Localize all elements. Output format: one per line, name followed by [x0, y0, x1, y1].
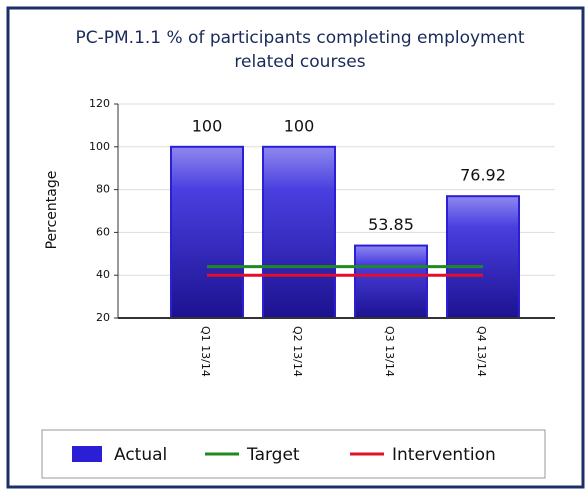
- x-tick-label: Q3 13/14: [383, 326, 396, 377]
- y-tick-label: 100: [89, 140, 110, 153]
- y-axis-label: Percentage: [44, 171, 60, 250]
- chart-title: PC-PM.1.1 % of participants completing e…: [75, 28, 524, 48]
- bar: [354, 244, 428, 320]
- y-tick-label: 40: [96, 268, 110, 281]
- x-tick-label: Q4 13/14: [475, 326, 488, 377]
- legend-label: Target: [246, 445, 300, 465]
- legend-swatch: [72, 446, 102, 462]
- x-tick-label: Q2 13/14: [291, 326, 304, 377]
- chart-title: related courses: [234, 52, 365, 72]
- x-tick-label: Q1 13/14: [199, 326, 212, 377]
- data-label: 76.92: [460, 166, 506, 185]
- bar: [446, 195, 520, 319]
- data-label: 100: [192, 116, 223, 135]
- y-tick-label: 20: [96, 311, 110, 324]
- legend-label: Intervention: [392, 445, 496, 465]
- frame: [6, 6, 585, 489]
- legend: [41, 429, 546, 479]
- y-tick-label: 60: [96, 225, 110, 238]
- legend-label: Actual: [114, 445, 167, 465]
- y-tick-label: 80: [96, 183, 110, 196]
- bar: [170, 145, 244, 319]
- data-label: 100: [284, 116, 315, 135]
- bar: [262, 145, 336, 319]
- y-tick-label: 120: [89, 97, 110, 110]
- data-label: 53.85: [368, 215, 414, 234]
